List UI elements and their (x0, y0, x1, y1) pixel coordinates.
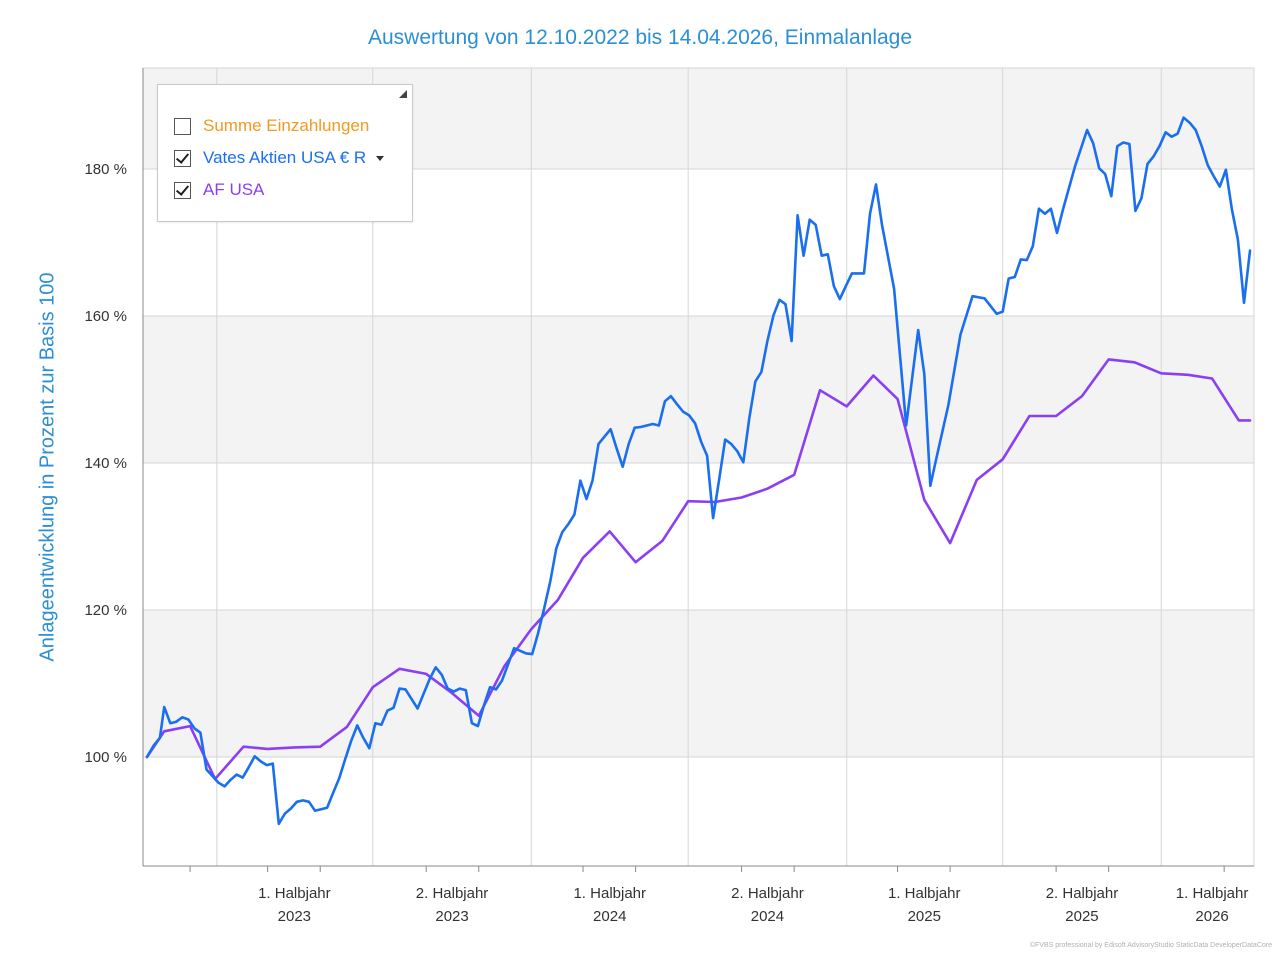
legend-label: Vates Aktien USA € R (203, 148, 367, 167)
x-tick-label: 2023 (435, 908, 468, 925)
copyright-notice: ©FVBS professional by Edisoft AdvisorySt… (1029, 942, 1272, 949)
x-tick-label: 1. Halbjahr (1176, 885, 1249, 902)
x-tick-label: 1. Halbjahr (258, 885, 331, 902)
series-line-vates-aktien-usa (145, 116, 1252, 826)
y-tick-label: 140 % (84, 455, 127, 472)
y-tick-labels: 100 % 120 % 140 % 160 % 180 % (84, 161, 127, 766)
x-tick-label: 2025 (908, 908, 941, 925)
x-tick-label: 2. Halbjahr (731, 885, 804, 902)
x-tick-label: 1. Halbjahr (573, 885, 646, 902)
collapse-icon[interactable] (399, 90, 407, 98)
y-tick-label: 100 % (84, 749, 127, 766)
x-tick-label: 2. Halbjahr (1046, 885, 1119, 902)
series-lines (145, 116, 1252, 826)
series-line-af-usa (145, 358, 1252, 781)
y-tick-label: 160 % (84, 308, 127, 325)
x-tick-labels: 1. Halbjahr 2023 2. Halbjahr 2023 1. Halbjah… (258, 885, 1248, 925)
grid-band (143, 610, 1254, 757)
x-tick-label: 2024 (751, 908, 784, 925)
legend-item-af-usa[interactable]: AF USA (174, 179, 264, 201)
legend-label: AF USA (203, 180, 265, 199)
grid-band (143, 316, 1254, 463)
legend-item-vates-aktien-usa[interactable]: Vates Aktien USA € R (174, 147, 385, 169)
chart-title: Auswertung von 12.10.2022 bis 14.04.2026… (367, 26, 913, 49)
x-tick-label: 2. Halbjahr (416, 885, 489, 902)
checkbox-summe-einzahlungen[interactable] (174, 117, 191, 135)
x-tick-label: 2024 (593, 908, 626, 925)
y-tick-label: 180 % (84, 161, 127, 178)
y-tick-label: 120 % (84, 602, 127, 619)
x-tick-label: 1. Halbjahr (888, 885, 961, 902)
x-tick-label: 2023 (278, 908, 311, 925)
legend-label: Summe Einzahlungen (203, 116, 370, 135)
checkbox-af-usa[interactable] (174, 181, 191, 199)
axes (142, 68, 1254, 872)
legend-item-summe-einzahlungen[interactable]: Summe Einzahlungen (174, 115, 369, 137)
checkbox-vates-aktien-usa[interactable] (174, 149, 191, 167)
x-tick-label: 2026 (1195, 908, 1228, 925)
x-tick-label: 2025 (1065, 908, 1098, 925)
legend: Summe Einzahlungen Vates Aktien USA € R … (157, 84, 413, 222)
dropdown-icon[interactable] (376, 155, 385, 161)
